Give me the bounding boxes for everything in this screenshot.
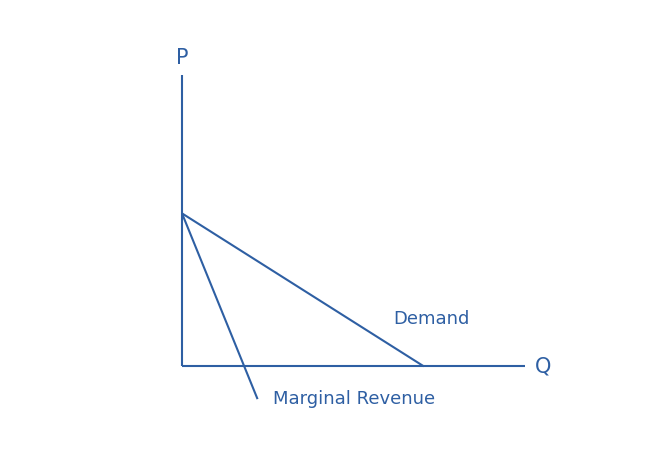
Text: Q: Q <box>534 356 551 377</box>
Text: P: P <box>176 48 188 68</box>
Text: Marginal Revenue: Marginal Revenue <box>273 390 435 408</box>
Text: Demand: Demand <box>393 310 470 328</box>
